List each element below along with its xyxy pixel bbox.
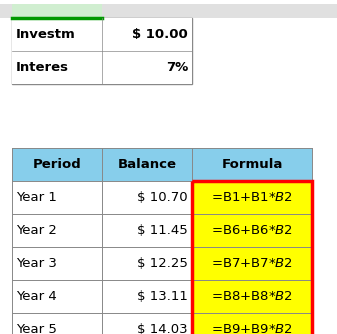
Text: =B9+B9*$B$2: =B9+B9*$B$2 <box>211 323 293 334</box>
Bar <box>12 4 102 18</box>
Text: Interes: Interes <box>16 61 69 74</box>
Bar <box>192 280 312 313</box>
Bar <box>12 18 192 84</box>
Bar <box>12 280 102 313</box>
Bar <box>102 51 192 84</box>
Bar <box>192 148 312 181</box>
Text: Year 5: Year 5 <box>16 323 57 334</box>
Text: Formula: Formula <box>221 158 283 171</box>
Bar <box>102 313 192 334</box>
Text: Investm: Investm <box>16 28 76 41</box>
Bar <box>102 18 192 51</box>
Text: Period: Period <box>33 158 81 171</box>
Bar <box>192 214 312 247</box>
Bar <box>192 181 312 214</box>
Text: =B6+B6*$B$2: =B6+B6*$B$2 <box>211 224 293 237</box>
Text: $ 11.45: $ 11.45 <box>137 224 188 237</box>
Text: =B1+B1*$B$2: =B1+B1*$B$2 <box>211 191 293 204</box>
Bar <box>12 181 102 214</box>
Text: $ 13.11: $ 13.11 <box>137 290 188 303</box>
Text: $ 10.00: $ 10.00 <box>132 28 188 41</box>
Bar <box>12 247 102 280</box>
Text: Balance: Balance <box>118 158 177 171</box>
Bar <box>102 181 192 214</box>
Bar <box>12 214 102 247</box>
Text: =B8+B8*$B$2: =B8+B8*$B$2 <box>211 290 293 303</box>
Bar <box>102 280 192 313</box>
Text: Year 2: Year 2 <box>16 224 57 237</box>
Bar <box>12 148 102 181</box>
Text: 7%: 7% <box>166 61 188 74</box>
Bar <box>192 247 312 280</box>
Bar <box>102 247 192 280</box>
Bar <box>102 148 192 181</box>
Text: $ 14.03: $ 14.03 <box>137 323 188 334</box>
Bar <box>192 313 312 334</box>
Text: $ 12.25: $ 12.25 <box>137 257 188 270</box>
Text: Year 4: Year 4 <box>16 290 57 303</box>
Text: =B7+B7*$B$2: =B7+B7*$B$2 <box>211 257 293 270</box>
Bar <box>192 181 312 334</box>
Text: Year 1: Year 1 <box>16 191 57 204</box>
Bar <box>12 51 102 84</box>
Text: Year 3: Year 3 <box>16 257 57 270</box>
Bar <box>12 18 102 51</box>
Bar <box>102 214 192 247</box>
Bar <box>12 313 102 334</box>
Text: $ 10.70: $ 10.70 <box>137 191 188 204</box>
Bar <box>0 4 337 18</box>
